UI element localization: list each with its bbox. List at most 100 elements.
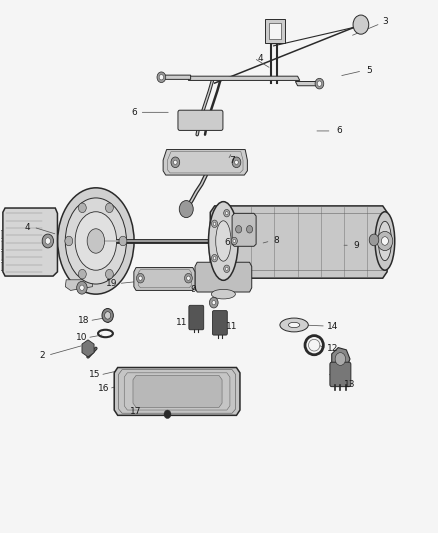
Text: 19: 19 (106, 279, 118, 288)
Circle shape (247, 225, 253, 233)
Text: 9: 9 (190, 285, 196, 294)
Text: 5: 5 (367, 67, 372, 75)
Circle shape (42, 234, 53, 248)
Ellipse shape (212, 289, 235, 299)
Circle shape (232, 157, 241, 167)
Text: 12: 12 (327, 344, 338, 353)
Circle shape (213, 222, 216, 225)
Polygon shape (332, 348, 350, 370)
Circle shape (236, 225, 242, 233)
Circle shape (315, 78, 324, 89)
Text: 17: 17 (130, 407, 142, 416)
Text: 11: 11 (176, 318, 187, 327)
Circle shape (80, 285, 84, 290)
Circle shape (179, 200, 193, 217)
Polygon shape (195, 262, 252, 292)
Polygon shape (232, 213, 256, 246)
Text: 13: 13 (344, 380, 356, 389)
Circle shape (335, 353, 346, 366)
Circle shape (317, 81, 321, 86)
FancyBboxPatch shape (0, 241, 6, 249)
Circle shape (184, 273, 192, 283)
Text: 4: 4 (25, 223, 31, 232)
Polygon shape (133, 375, 222, 407)
Text: 3: 3 (382, 18, 388, 27)
Circle shape (164, 410, 171, 418)
Text: 15: 15 (89, 370, 100, 379)
Circle shape (171, 157, 180, 167)
Ellipse shape (58, 188, 134, 294)
Ellipse shape (308, 340, 320, 351)
Circle shape (139, 276, 142, 280)
Polygon shape (158, 75, 191, 79)
FancyBboxPatch shape (189, 305, 204, 330)
Text: 10: 10 (76, 333, 87, 342)
Circle shape (78, 269, 86, 279)
Circle shape (226, 212, 228, 215)
Circle shape (65, 236, 73, 246)
Ellipse shape (87, 229, 105, 253)
Circle shape (233, 239, 236, 243)
Ellipse shape (280, 318, 308, 332)
Polygon shape (114, 368, 240, 415)
Circle shape (45, 238, 50, 244)
Circle shape (157, 72, 166, 83)
Ellipse shape (216, 221, 231, 261)
FancyBboxPatch shape (178, 110, 223, 131)
FancyBboxPatch shape (0, 262, 6, 271)
Circle shape (187, 276, 190, 280)
Polygon shape (188, 76, 300, 80)
Text: 7: 7 (229, 156, 235, 165)
Polygon shape (210, 206, 387, 278)
Ellipse shape (65, 198, 127, 284)
Ellipse shape (288, 322, 300, 328)
FancyBboxPatch shape (25, 209, 46, 223)
Text: 4: 4 (258, 54, 263, 62)
Polygon shape (295, 82, 323, 86)
Circle shape (77, 281, 87, 294)
Circle shape (106, 269, 113, 279)
Circle shape (119, 236, 127, 246)
Ellipse shape (208, 201, 238, 280)
Circle shape (173, 160, 177, 165)
Text: 2: 2 (39, 351, 45, 360)
Circle shape (105, 312, 111, 319)
Text: 14: 14 (327, 321, 338, 330)
Text: 6: 6 (336, 126, 342, 135)
Circle shape (381, 237, 389, 245)
Ellipse shape (75, 212, 117, 270)
Polygon shape (82, 340, 94, 357)
Circle shape (159, 75, 163, 80)
Circle shape (213, 256, 216, 260)
Circle shape (78, 203, 86, 213)
Circle shape (231, 237, 237, 245)
FancyBboxPatch shape (0, 252, 6, 260)
FancyBboxPatch shape (7, 209, 27, 223)
Circle shape (209, 297, 218, 308)
FancyBboxPatch shape (212, 311, 227, 335)
Circle shape (353, 15, 369, 34)
Text: 16: 16 (98, 384, 109, 393)
Circle shape (224, 265, 230, 272)
Text: 9: 9 (353, 241, 360, 250)
Ellipse shape (378, 221, 392, 261)
Ellipse shape (375, 212, 395, 270)
FancyBboxPatch shape (0, 230, 6, 239)
Circle shape (212, 254, 218, 262)
Polygon shape (163, 150, 247, 175)
Polygon shape (3, 208, 57, 276)
Circle shape (224, 209, 230, 217)
Circle shape (102, 309, 113, 322)
Text: 6: 6 (131, 108, 137, 117)
Text: 11: 11 (226, 321, 238, 330)
Text: 8: 8 (273, 237, 279, 246)
Circle shape (212, 301, 215, 305)
Circle shape (226, 267, 228, 270)
Text: 6: 6 (225, 238, 231, 247)
Text: 18: 18 (78, 316, 89, 325)
Circle shape (369, 234, 379, 246)
FancyBboxPatch shape (265, 19, 285, 43)
Circle shape (377, 231, 393, 251)
Circle shape (235, 160, 238, 165)
Circle shape (137, 273, 145, 283)
